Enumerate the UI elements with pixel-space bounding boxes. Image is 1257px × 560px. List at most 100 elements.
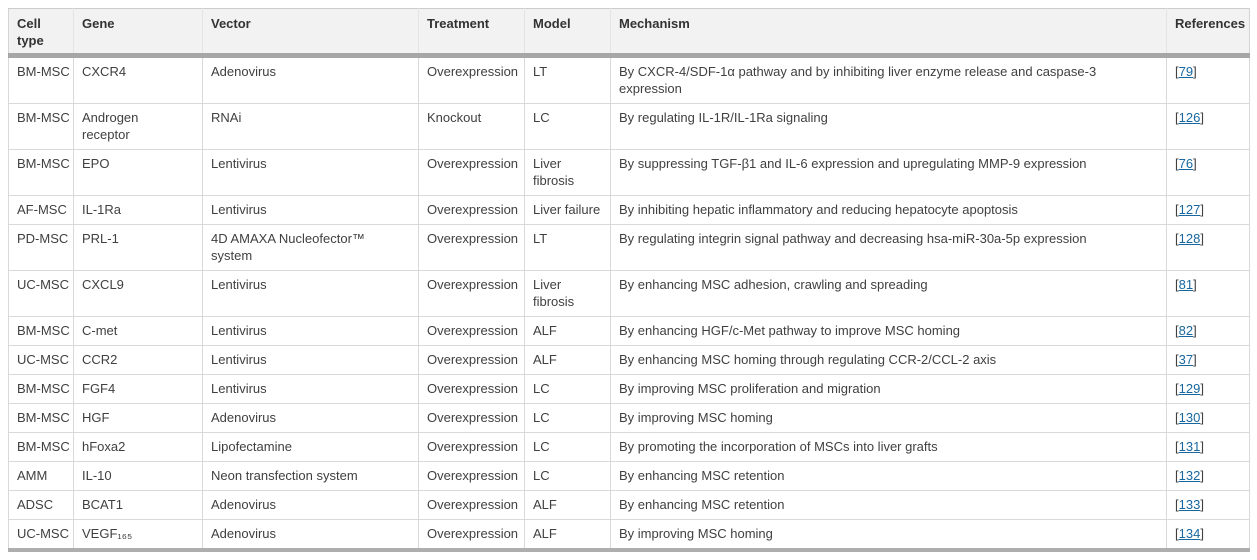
- cell-treatment: Overexpression: [418, 270, 525, 317]
- reference-link[interactable]: 130: [1178, 410, 1201, 425]
- cell-gene: Androgen receptor: [73, 103, 203, 150]
- cell-treatment: Overexpression: [418, 403, 525, 433]
- cell-vector: 4D AMAXA Nucleofector™ system: [202, 224, 419, 271]
- reference-link[interactable]: 81: [1178, 277, 1194, 292]
- cell-model: ALF: [524, 490, 611, 520]
- cell-model: ALF: [524, 345, 611, 375]
- cell-cell-type: BM-MSC: [8, 403, 74, 433]
- cell-references: [76]: [1166, 149, 1250, 196]
- cell-mechanism: By regulating integrin signal pathway an…: [610, 224, 1167, 271]
- cell-cell-type: ADSC: [8, 490, 74, 520]
- cell-mechanism: By enhancing HGF/c-Met pathway to improv…: [610, 316, 1167, 346]
- cell-gene: HGF: [73, 403, 203, 433]
- cell-vector: Adenovirus: [202, 490, 419, 520]
- cell-vector: Lentivirus: [202, 316, 419, 346]
- cell-model: Liver fibrosis: [524, 149, 611, 196]
- cell-gene: BCAT1: [73, 490, 203, 520]
- reference-bracket-open: [: [1175, 410, 1179, 425]
- table-row: UC-MSC CXCL9 Lentivirus Overexpression Liver…: [8, 270, 1250, 317]
- cell-gene: IL-1Ra: [73, 195, 203, 225]
- reference-link[interactable]: 82: [1178, 323, 1194, 338]
- reference-bracket-open: [: [1175, 352, 1179, 367]
- reference-link[interactable]: 76: [1178, 156, 1194, 171]
- reference-bracket-open: [: [1175, 468, 1179, 483]
- cell-vector: Lentivirus: [202, 195, 419, 225]
- reference-bracket-close: ]: [1200, 202, 1204, 217]
- cell-cell-type: PD-MSC: [8, 224, 74, 271]
- cell-mechanism: By improving MSC homing: [610, 519, 1167, 551]
- cell-cell-type: BM-MSC: [8, 149, 74, 196]
- cell-vector: Lentivirus: [202, 270, 419, 317]
- reference-bracket-close: ]: [1200, 526, 1204, 541]
- reference-link[interactable]: 128: [1178, 231, 1201, 246]
- cell-treatment: Overexpression: [418, 224, 525, 271]
- reference-link[interactable]: 126: [1178, 110, 1201, 125]
- table-row: PD-MSC PRL-1 4D AMAXA Nucleofector™ system…: [8, 224, 1250, 271]
- table-row: BM-MSC EPO Lentivirus Overexpression Liver f…: [8, 149, 1250, 196]
- reference-bracket-close: ]: [1193, 323, 1197, 338]
- cell-model: LC: [524, 374, 611, 404]
- cell-cell-type: BM-MSC: [8, 103, 74, 150]
- reference-bracket-close: ]: [1200, 439, 1204, 454]
- cell-references: [132]: [1166, 461, 1250, 491]
- reference-bracket-open: [: [1175, 526, 1179, 541]
- cell-model: LC: [524, 461, 611, 491]
- column-header-references: References: [1166, 8, 1250, 58]
- cell-references: [134]: [1166, 519, 1250, 551]
- cell-vector: Adenovirus: [202, 519, 419, 551]
- table-row: BM-MSC HGF Adenovirus Overexpression LC By im…: [8, 403, 1250, 433]
- reference-link[interactable]: 134: [1178, 526, 1201, 541]
- reference-link[interactable]: 133: [1178, 497, 1201, 512]
- cell-cell-type: UC-MSC: [8, 519, 74, 551]
- reference-link[interactable]: 131: [1178, 439, 1201, 454]
- reference-bracket-open: [: [1175, 202, 1179, 217]
- cell-references: [131]: [1166, 432, 1250, 462]
- cell-gene: C-met: [73, 316, 203, 346]
- cell-mechanism: By CXCR-4/SDF-1α pathway and by inhibiti…: [610, 55, 1167, 104]
- cell-references: [126]: [1166, 103, 1250, 150]
- cell-mechanism: By suppressing TGF-β1 and IL-6 expressio…: [610, 149, 1167, 196]
- cell-cell-type: UC-MSC: [8, 270, 74, 317]
- column-header-mechanism: Mechanism: [610, 8, 1167, 58]
- column-header-model: Model: [524, 8, 611, 58]
- table-row: AMM IL-10 Neon transfection system Overexpr…: [8, 461, 1250, 491]
- reference-bracket-close: ]: [1193, 156, 1197, 171]
- cell-references: [127]: [1166, 195, 1250, 225]
- msc-gene-modification-table: Cell type Gene Vector Treatment Model Mechani…: [8, 8, 1250, 552]
- cell-treatment: Overexpression: [418, 432, 525, 462]
- header-row: Cell type Gene Vector Treatment Model Mechani…: [8, 8, 1250, 58]
- table-header: Cell type Gene Vector Treatment Model Mechani…: [8, 8, 1250, 58]
- cell-references: [82]: [1166, 316, 1250, 346]
- reference-link[interactable]: 37: [1178, 352, 1194, 367]
- cell-model: LT: [524, 224, 611, 271]
- table-row: BM-MSC CXCR4 Adenovirus Overexpression LT By …: [8, 55, 1250, 104]
- reference-bracket-close: ]: [1200, 381, 1204, 396]
- reference-link[interactable]: 79: [1178, 64, 1194, 79]
- reference-link[interactable]: 129: [1178, 381, 1201, 396]
- reference-bracket-open: [: [1175, 277, 1179, 292]
- cell-references: [79]: [1166, 55, 1250, 104]
- cell-treatment: Overexpression: [418, 55, 525, 104]
- cell-treatment: Overexpression: [418, 374, 525, 404]
- cell-treatment: Overexpression: [418, 461, 525, 491]
- reference-link[interactable]: 127: [1178, 202, 1201, 217]
- cell-references: [133]: [1166, 490, 1250, 520]
- table-row: ADSC BCAT1 Adenovirus Overexpression ALF By e…: [8, 490, 1250, 520]
- cell-model: Liver failure: [524, 195, 611, 225]
- column-header-cell_type: Cell type: [8, 8, 74, 58]
- cell-cell-type: BM-MSC: [8, 374, 74, 404]
- cell-gene: EPO: [73, 149, 203, 196]
- cell-gene: IL-10: [73, 461, 203, 491]
- cell-treatment: Overexpression: [418, 490, 525, 520]
- cell-cell-type: UC-MSC: [8, 345, 74, 375]
- cell-gene: hFoxa2: [73, 432, 203, 462]
- cell-vector: RNAi: [202, 103, 419, 150]
- cell-vector: Lentivirus: [202, 374, 419, 404]
- cell-treatment: Overexpression: [418, 519, 525, 551]
- table-row: BM-MSC hFoxa2 Lipofectamine Overexpression L…: [8, 432, 1250, 462]
- reference-link[interactable]: 132: [1178, 468, 1201, 483]
- cell-mechanism: By regulating IL-1R/IL-1Ra signaling: [610, 103, 1167, 150]
- reference-bracket-open: [: [1175, 64, 1179, 79]
- column-header-treatment: Treatment: [418, 8, 525, 58]
